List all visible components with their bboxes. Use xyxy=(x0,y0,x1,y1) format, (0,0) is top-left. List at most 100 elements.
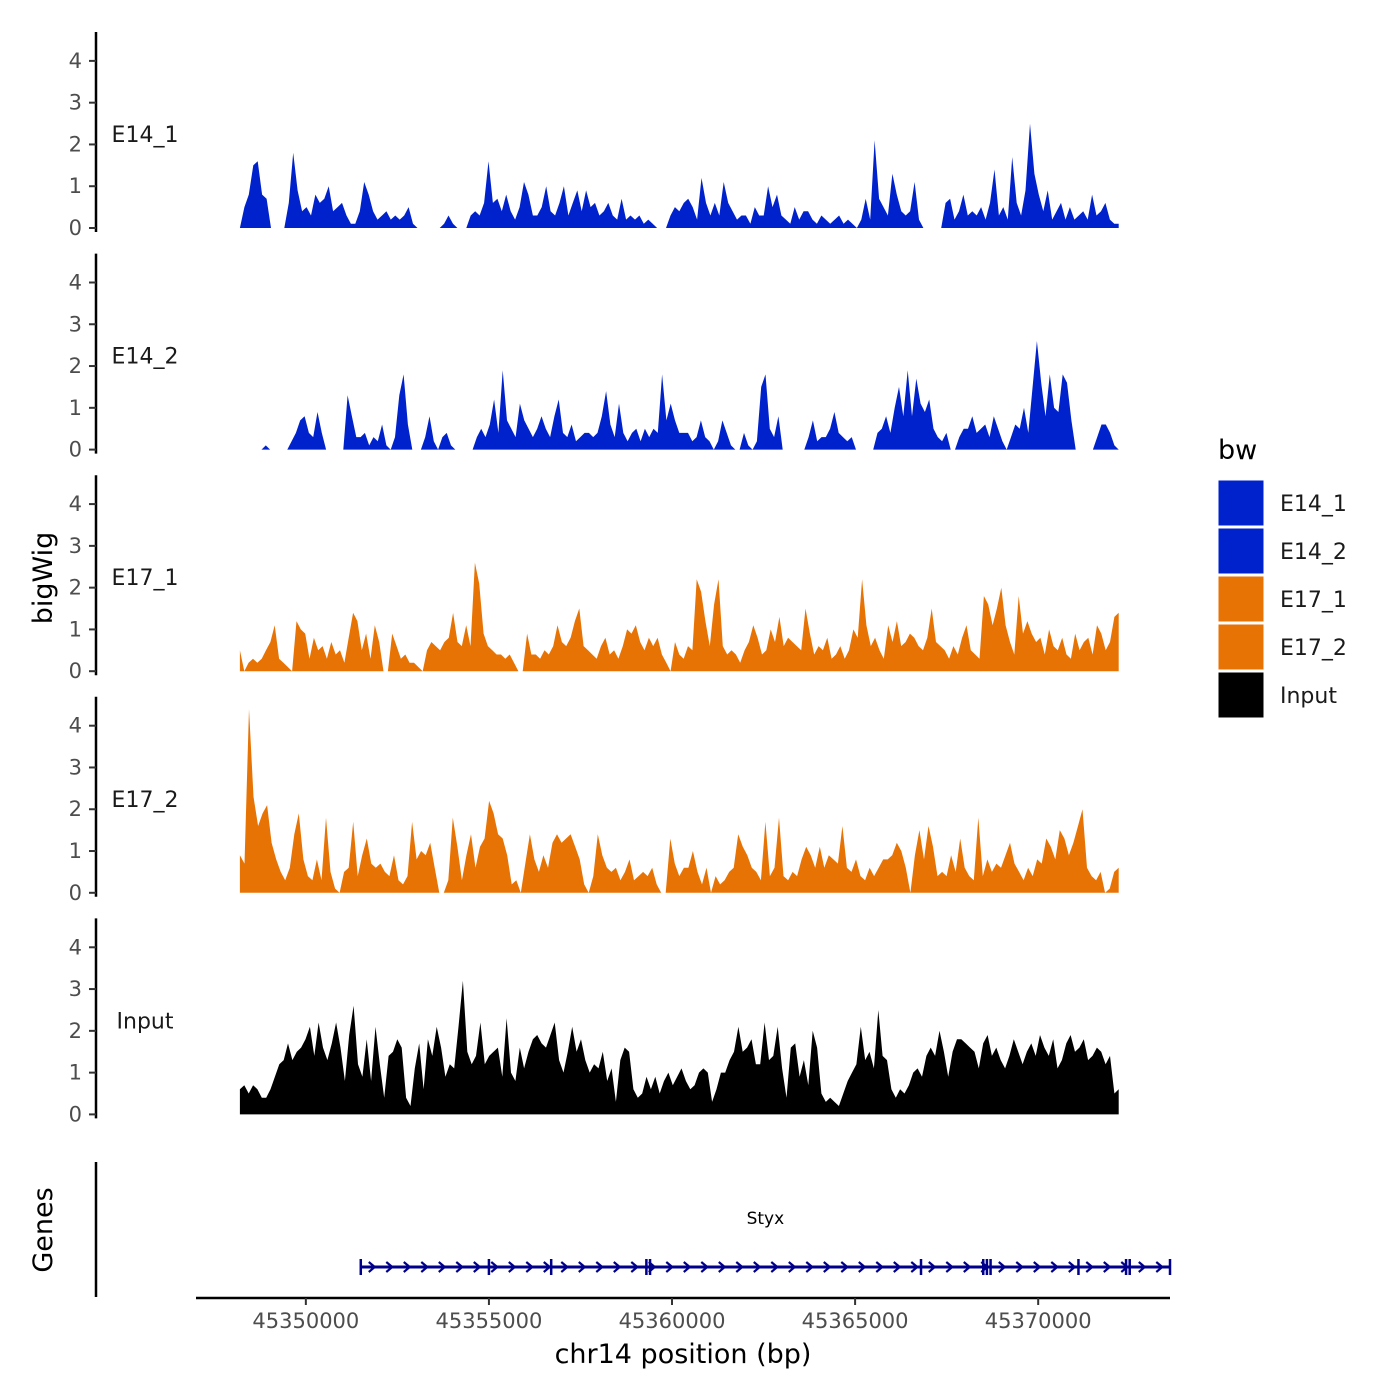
strand-arrow xyxy=(630,1261,639,1273)
legend-swatch xyxy=(1217,623,1265,671)
y-tick-label: 1 xyxy=(69,396,82,420)
signal-area-e17-2 xyxy=(239,709,1119,893)
legend-label: Input xyxy=(1280,684,1337,709)
signal-area-e17-1 xyxy=(239,562,1119,672)
legend-item: E14_1 xyxy=(1217,479,1347,527)
y-tick-label: 1 xyxy=(69,617,82,641)
genes-axis-title: Genes xyxy=(28,1187,59,1272)
y-tick-label: 3 xyxy=(69,977,82,1001)
y-tick-label: 4 xyxy=(69,492,82,516)
legend-title: bw xyxy=(1218,435,1257,466)
track-label: E14_1 xyxy=(112,123,179,148)
y-axis-title: bigWig xyxy=(28,532,59,625)
strand-arrow xyxy=(455,1261,464,1273)
x-ticks: 45350000 45355000 45360000 45365000 45370000 xyxy=(252,1298,1092,1333)
strand-arrow xyxy=(963,1261,972,1273)
y-tick-label: 0 xyxy=(69,216,82,240)
x-tick-label: 45355000 xyxy=(435,1309,542,1333)
x-tick-label: 45350000 xyxy=(252,1309,359,1333)
strand-arrow xyxy=(385,1261,394,1273)
legend-label: E17_1 xyxy=(1280,588,1347,613)
strand-arrow xyxy=(1155,1261,1164,1273)
strand-arrow xyxy=(770,1261,779,1273)
strand-arrow xyxy=(1138,1261,1147,1273)
y-tick-label: 2 xyxy=(69,354,82,378)
y-tick-label: 0 xyxy=(69,1102,82,1126)
strand-arrow xyxy=(1103,1261,1112,1273)
track-e14-1: 0 1 2 3 4 E14_1 xyxy=(69,32,1119,240)
strand-arrow xyxy=(840,1261,849,1273)
strand-arrow xyxy=(613,1261,622,1273)
gene-model: Styx xyxy=(359,1209,1172,1275)
y-tick-label: 2 xyxy=(69,576,82,600)
y-tick-label: 3 xyxy=(69,91,82,115)
signal-area-e14-2 xyxy=(239,341,1119,450)
strand-arrow xyxy=(805,1261,814,1273)
legend-label: E14_2 xyxy=(1280,540,1347,565)
legend-swatch xyxy=(1217,479,1265,527)
strand-arrow xyxy=(735,1261,744,1273)
y-tick-label: 4 xyxy=(69,270,82,294)
legend-swatch xyxy=(1217,671,1265,719)
legend-label: E17_2 xyxy=(1280,636,1347,661)
signal-area-e14-1 xyxy=(239,123,1119,228)
strand-arrow xyxy=(560,1261,569,1273)
x-axis: 45350000 45355000 45360000 45365000 45370000… xyxy=(196,1296,1170,1370)
x-tick-label: 45360000 xyxy=(619,1309,726,1333)
strand-arrow xyxy=(595,1261,604,1273)
y-tick-label: 3 xyxy=(69,312,82,336)
strand-arrow xyxy=(665,1261,674,1273)
strand-arrow xyxy=(998,1261,1007,1273)
track-label: E17_1 xyxy=(112,566,179,591)
strand-arrow xyxy=(508,1261,517,1273)
track-label: E14_2 xyxy=(112,345,179,370)
strand-arrow xyxy=(788,1261,797,1273)
legend-swatch xyxy=(1217,575,1265,623)
y-tick-label: 4 xyxy=(69,935,82,959)
y-tick-label: 3 xyxy=(69,534,82,558)
gene-name: Styx xyxy=(747,1209,785,1229)
bigwig-tracks: 0 1 2 3 4 E14_1 0 1 2 3 4 E14_2 0 1 2 3 4 E17_1 0 1 2 3 4 E17_2… xyxy=(69,32,1119,1126)
strand-arrow xyxy=(1085,1261,1094,1273)
track-e17-1: 0 1 2 3 4 E17_1 xyxy=(69,475,1119,683)
y-tick-label: 0 xyxy=(69,659,82,683)
legend-item: E17_2 xyxy=(1217,623,1347,671)
y-tick-label: 1 xyxy=(69,174,82,198)
strand-arrow xyxy=(1033,1261,1042,1273)
legend-item: E17_1 xyxy=(1217,575,1347,623)
strand-arrow xyxy=(700,1261,709,1273)
y-tick-label: 2 xyxy=(69,797,82,821)
signal-area-input xyxy=(239,980,1119,1115)
strand-arrow xyxy=(945,1261,954,1273)
strand-arrow xyxy=(368,1261,377,1273)
strand-arrow xyxy=(420,1261,429,1273)
track-label: Input xyxy=(117,1009,174,1034)
x-axis-title: chr14 position (bp) xyxy=(555,1339,812,1370)
strand-arrow xyxy=(473,1261,482,1273)
y-tick-label: 4 xyxy=(69,49,82,73)
strand-arrow xyxy=(910,1261,919,1273)
y-tick-label: 2 xyxy=(69,132,82,156)
legend-item: E14_2 xyxy=(1217,527,1347,575)
strand-arrow xyxy=(823,1261,832,1273)
x-tick-label: 45370000 xyxy=(985,1309,1092,1333)
legend-item: Input xyxy=(1217,671,1337,719)
y-tick-label: 3 xyxy=(69,755,82,779)
y-tick-label: 1 xyxy=(69,839,82,863)
y-tick-label: 1 xyxy=(69,1061,82,1085)
strand-arrow xyxy=(543,1261,552,1273)
track-e14-2: 0 1 2 3 4 E14_2 xyxy=(69,253,1119,462)
track-e17-2: 0 1 2 3 4 E17_2 xyxy=(69,696,1119,905)
strand-arrow xyxy=(718,1261,727,1273)
strand-arrow xyxy=(490,1261,499,1273)
strand-arrow xyxy=(403,1261,412,1273)
legend-swatch xyxy=(1217,527,1265,575)
strand-arrow xyxy=(438,1261,447,1273)
genes-panel: Genes Styx xyxy=(28,1162,1172,1297)
y-tick-label: 2 xyxy=(69,1019,82,1043)
legend-items: E14_1 E14_2 E17_1 E17_2 Input xyxy=(1217,479,1347,719)
gene-items: Styx xyxy=(359,1209,1172,1275)
y-tick-label: 0 xyxy=(69,438,82,462)
